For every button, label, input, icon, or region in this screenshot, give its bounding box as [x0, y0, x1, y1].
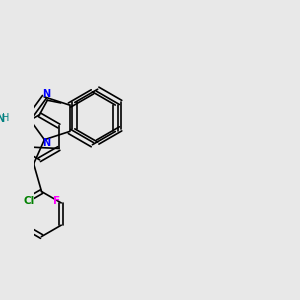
Text: N: N [0, 114, 4, 124]
Text: F: F [53, 196, 60, 206]
Text: Cl: Cl [24, 196, 35, 206]
Text: N: N [42, 138, 50, 148]
Text: H: H [2, 113, 9, 123]
Text: N: N [42, 89, 50, 99]
